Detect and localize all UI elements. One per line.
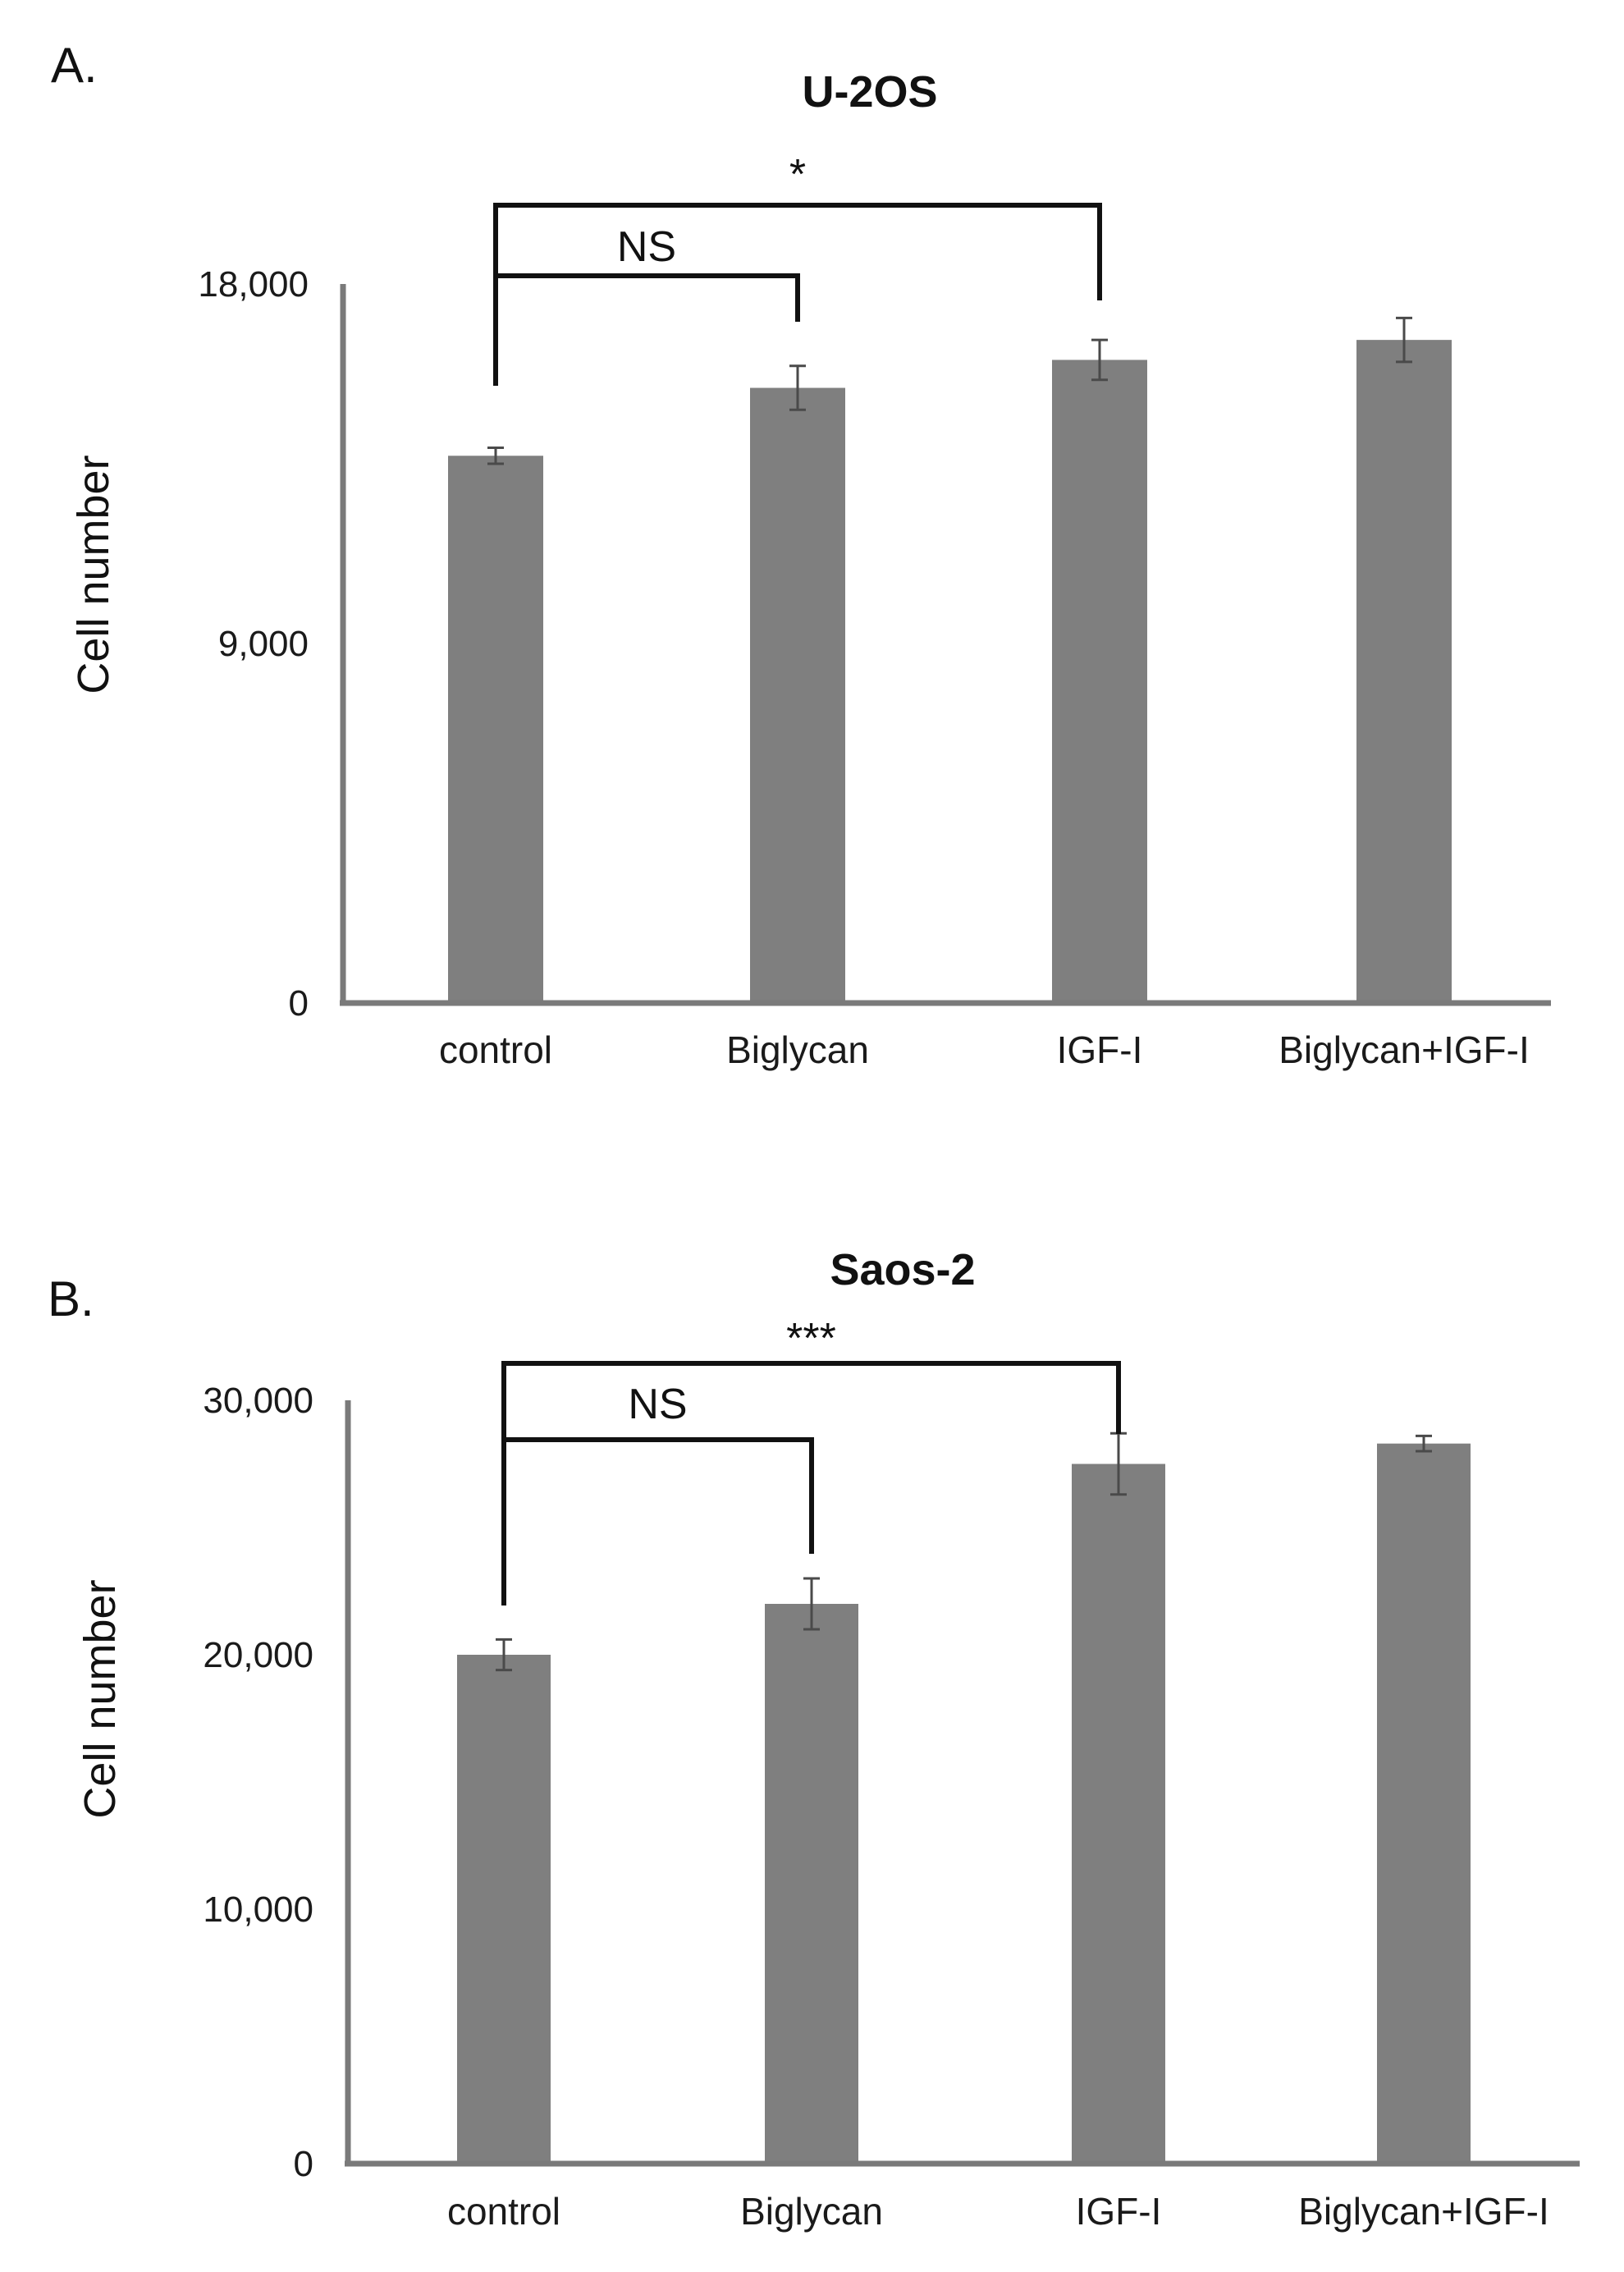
panel-a-title: U-2OS bbox=[802, 67, 937, 117]
panel-b-category-label: Biglycan+IGF-I bbox=[1298, 2190, 1549, 2233]
panel-b-y-tick-label: 20,000 bbox=[203, 1635, 313, 1675]
panel-b-y-tick-label: 30,000 bbox=[203, 1381, 313, 1421]
panel-a-significance-label: NS bbox=[617, 223, 676, 271]
panel-b-category-label: control bbox=[447, 2190, 560, 2233]
panel-a-label: A. bbox=[51, 38, 98, 93]
panel-b-y-tick-label: 10,000 bbox=[203, 1890, 313, 1930]
panel-a: A. U-2OS Cell number 0 9,000 18,000 control… bbox=[51, 38, 1551, 1071]
panel-a-bar bbox=[1052, 360, 1147, 1003]
panel-a-bar bbox=[1356, 340, 1452, 1004]
panel-a-y-tick-label: 9,000 bbox=[218, 624, 309, 664]
panel-a-marks: 0 9,000 18,000 control Biglycan IGF-I Biglycan… bbox=[198, 151, 1529, 1071]
panel-a-category-label: Biglycan+IGF-I bbox=[1279, 1028, 1530, 1071]
panel-b: B. Saos-2 Cell number 0 10,000 20,000 30,00… bbox=[48, 1245, 1580, 2233]
panel-a-category-label: control bbox=[439, 1028, 552, 1071]
panel-a-category-label: IGF-I bbox=[1057, 1028, 1143, 1071]
panel-b-significance-label: NS bbox=[628, 1381, 687, 1428]
panel-b-bar bbox=[1377, 1443, 1471, 2164]
panel-b-marks: 0 10,000 20,000 30,000 control Biglycan IGF-I B… bbox=[203, 1315, 1549, 2233]
panel-b-y-axis-label: Cell number bbox=[75, 1579, 125, 1818]
panel-a-bar bbox=[448, 456, 543, 1003]
panel-a-significance-label: * bbox=[789, 151, 806, 199]
panel-a-y-tick-label: 18,000 bbox=[198, 264, 309, 305]
panel-a-significance-bracket bbox=[493, 273, 800, 386]
panel-b-category-label: Biglycan bbox=[740, 2190, 883, 2233]
panel-b-significance-label: *** bbox=[786, 1315, 836, 1363]
panel-a-y-tick-label: 0 bbox=[289, 983, 309, 1024]
panel-a-y-axis-label: Cell number bbox=[69, 455, 118, 694]
panel-b-significance-bracket bbox=[501, 1437, 814, 1606]
panel-b-bar bbox=[457, 1655, 551, 2164]
panel-b-label: B. bbox=[48, 1271, 94, 1326]
panel-b-bar bbox=[765, 1604, 858, 2164]
panel-b-y-tick-label: 0 bbox=[294, 2144, 313, 2184]
panel-a-bar bbox=[750, 387, 845, 1003]
panel-a-category-label: Biglycan bbox=[726, 1028, 869, 1071]
panel-b-title: Saos-2 bbox=[830, 1245, 975, 1294]
panel-b-category-label: IGF-I bbox=[1076, 2190, 1162, 2233]
panel-b-bar bbox=[1072, 1464, 1165, 2164]
